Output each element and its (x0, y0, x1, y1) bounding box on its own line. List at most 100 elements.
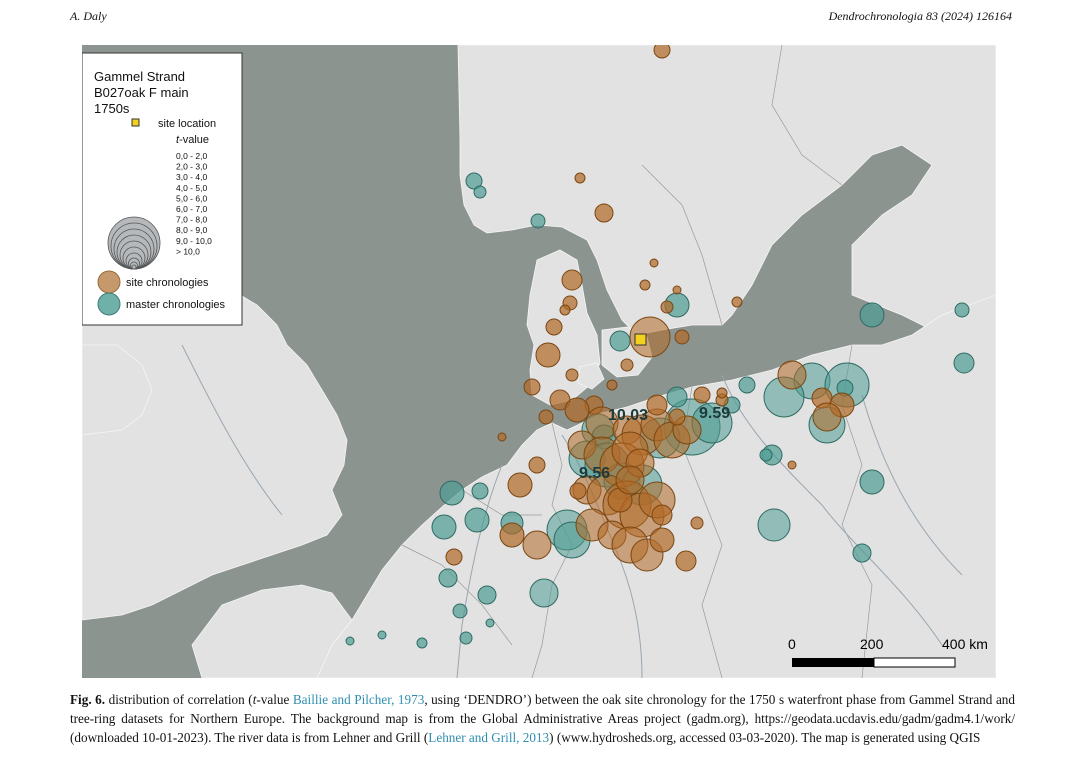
site-chronology-circle (497, 432, 507, 442)
site-chronology-circle (535, 342, 561, 368)
master-chronology-circle (465, 172, 483, 190)
master-chronology-circle (485, 618, 495, 628)
master-chronology-circle (954, 302, 970, 318)
caption-label: Fig. 6. (70, 692, 106, 707)
figure-caption: Fig. 6. distribution of correlation (t-v… (70, 690, 1015, 747)
master-chronology-circle (377, 630, 387, 640)
master-chronology-circle (759, 448, 773, 462)
map-svg: 10.03 9.59 9.56 0 200 400 km Gammel Stra… (82, 45, 996, 678)
site-chronology-circle (594, 203, 614, 223)
scale-bar: 0 200 400 km (788, 636, 988, 668)
land-france (191, 584, 353, 678)
legend-class-label: 5,0 - 6,0 (176, 193, 207, 203)
master-chronology-circle (464, 507, 490, 533)
value-labels: 10.03 9.59 9.56 (579, 405, 730, 482)
legend-site-location-label: site location (158, 118, 216, 130)
site-chronology-circle (620, 358, 634, 372)
legend-site-location-icon (131, 118, 140, 127)
site-location-marker (634, 333, 647, 346)
site-chronology-circle (606, 379, 618, 391)
scale-bar-black (792, 658, 874, 667)
master-chronology-circle (530, 213, 546, 229)
legend-class-label: 8,0 - 9,0 (176, 225, 207, 235)
river-5 (861, 394, 963, 576)
site-chronology-circle (639, 279, 651, 291)
legend-class-label: 9,0 - 10,0 (176, 236, 212, 246)
site-chronology-circle (522, 530, 552, 560)
master-chronology-circle (609, 330, 631, 352)
site-chronology-circle (574, 172, 586, 184)
master-chronology-circle (738, 376, 756, 394)
master-chronology-circle (852, 543, 872, 563)
land-ireland (82, 344, 153, 436)
caption-citation-baillie[interactable]: Baillie and Pilcher, 1973 (292, 692, 425, 707)
caption-citation-lehner[interactable]: Lehner and Grill, 2013 (428, 730, 550, 745)
legend-class-label: 0,0 - 2,0 (176, 151, 207, 161)
site-chronology-circle (649, 258, 659, 268)
legend-master-chronologies-label: master chronologies (126, 299, 226, 311)
site-chronology-circle (693, 386, 711, 404)
legend-site-chronologies-label: site chronologies (126, 277, 209, 289)
master-chronology-circle (666, 386, 688, 408)
caption-part-4: ) (www.hydrosheds.org, accessed 03-03-20… (549, 730, 981, 745)
legend-class-label: 4,0 - 5,0 (176, 183, 207, 193)
legend-master-chronology-icon (97, 292, 121, 316)
site-chronology-circle (660, 300, 674, 314)
site-chronology-circle (564, 397, 590, 423)
site-chronology-circle (538, 409, 554, 425)
scale-bar-white (873, 657, 956, 668)
legend: Gammel Strand B027oak F main 1750s site … (82, 52, 243, 326)
master-chronology-circle (757, 508, 791, 542)
master-chronology-circle (416, 637, 428, 649)
site-chronology-circle (649, 527, 675, 553)
master-chronology-circle (529, 578, 559, 608)
master-chronology-circle (459, 631, 473, 645)
scale-tick-0: 0 (788, 636, 796, 652)
caption-part-2: -value (256, 692, 293, 707)
figure-map: 10.03 9.59 9.56 0 200 400 km Gammel Stra… (82, 45, 996, 678)
scale-tick-200: 200 (860, 636, 884, 652)
master-chronology-circle (953, 352, 975, 374)
site-chronology-circle (731, 296, 743, 308)
site-chronology-circle (507, 472, 533, 498)
site-chronology-circle (445, 548, 463, 566)
master-chronology-circle (859, 469, 885, 495)
site-chronology-circle (716, 387, 728, 399)
border-5 (771, 45, 843, 186)
site-chronology-circle (777, 360, 807, 390)
land-funen (577, 362, 605, 390)
site-chronology-circle (629, 316, 671, 358)
legend-class-label: 7,0 - 8,0 (176, 215, 207, 225)
scale-tick-400: 400 km (942, 636, 988, 652)
site-chronology-circle (561, 269, 583, 291)
legend-tvalue-t: t (176, 134, 180, 146)
legend-title-1: Gammel Strand (94, 69, 185, 84)
river-4 (181, 344, 283, 516)
master-chronology-circle (431, 514, 457, 540)
site-chronology-circle (653, 45, 671, 59)
caption-part-3: , using ‘DENDRO’) between the oak site c… (70, 692, 1015, 745)
site-chronology-circle (672, 285, 682, 295)
label-value-2: 9.59 (699, 405, 730, 422)
caption-part-1: distribution of correlation ( (105, 692, 253, 707)
legend-site-chronology-icon (97, 270, 121, 294)
label-value-3: 9.56 (579, 465, 610, 482)
master-chronology-circle (439, 480, 465, 506)
master-chronology-circle (477, 585, 497, 605)
legend-size-circles (107, 216, 161, 270)
site-chronology-circle (569, 482, 587, 500)
legend-class-label: 3,0 - 4,0 (176, 172, 207, 182)
site-chronology-circle (499, 522, 525, 548)
site-chronology-circle (690, 516, 704, 530)
site-chronology-circle (545, 318, 563, 336)
master-chronology-circle (473, 185, 487, 199)
master-chronology-circle (471, 482, 489, 500)
master-chronology-circle (438, 568, 458, 588)
border-4 (641, 164, 723, 326)
site-chronology-circle (674, 329, 690, 345)
legend-class-label: 6,0 - 7,0 (176, 204, 207, 214)
master-chronology-circle (859, 302, 885, 328)
legend-title-3: 1750s (94, 101, 130, 116)
legend-classes: 0,0 - 2,02,0 - 3,03,0 - 4,04,0 - 5,05,0 … (176, 151, 212, 256)
master-chronology-circle (452, 603, 468, 619)
